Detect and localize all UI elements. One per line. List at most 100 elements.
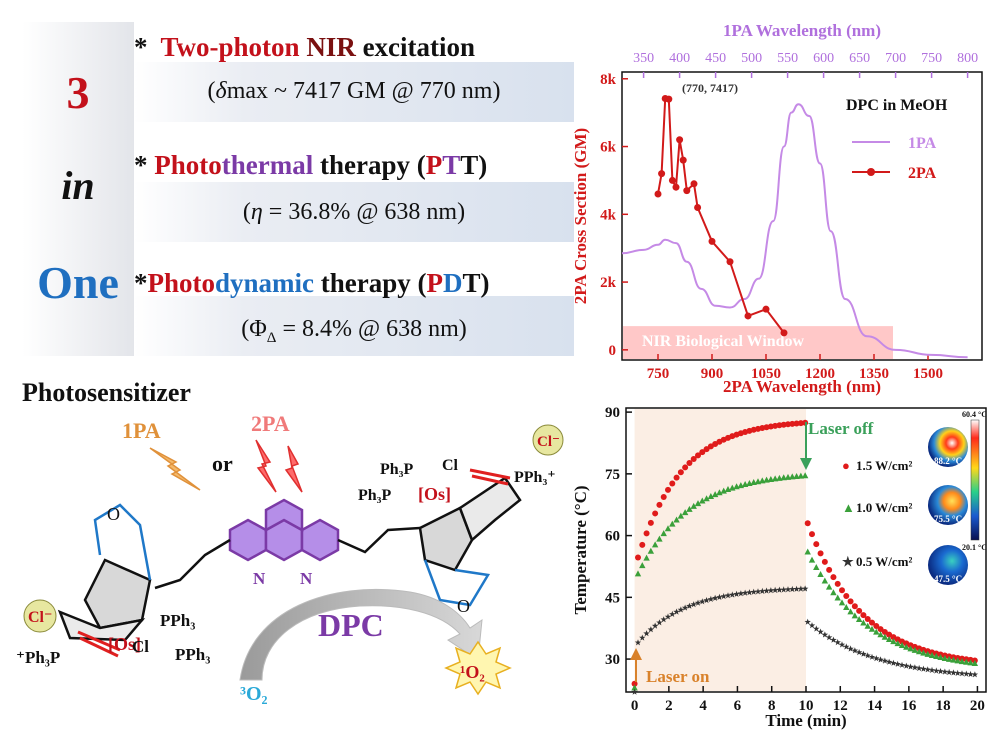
series-2pa-points bbox=[654, 95, 788, 337]
y-axis-label: Temperature (°C) bbox=[571, 485, 590, 614]
data-point-15 bbox=[665, 486, 671, 493]
data-point-10 bbox=[885, 636, 893, 643]
legend-title: DPC in MeOH bbox=[846, 97, 948, 114]
data-point-10 bbox=[817, 571, 824, 578]
data-point-10 bbox=[915, 648, 923, 655]
feature-2-p: P bbox=[425, 150, 443, 180]
data-point-05 bbox=[801, 585, 809, 592]
detail-sub: Δ bbox=[266, 329, 277, 346]
x-axis-label: 2PA Wavelength (nm) bbox=[723, 377, 881, 396]
data-point-10 bbox=[651, 541, 659, 548]
data-point-05 bbox=[928, 666, 936, 673]
x-tick-label: 900 bbox=[701, 366, 724, 382]
detail-symbol: δ bbox=[215, 78, 227, 104]
y-tick-label: 8k bbox=[600, 72, 617, 88]
x-tick-label: 1350 bbox=[859, 366, 889, 382]
top-tick-label: 700 bbox=[885, 51, 906, 66]
data-point-10 bbox=[780, 474, 787, 481]
data-point-05 bbox=[958, 670, 966, 677]
data-point-05 bbox=[690, 601, 697, 608]
data-point-05 bbox=[763, 587, 770, 594]
nitrogen-1: N bbox=[253, 569, 266, 588]
x-tick-label: 18 bbox=[936, 698, 951, 714]
data-point-10 bbox=[834, 594, 841, 601]
data-point-10 bbox=[784, 473, 792, 480]
top-tick-label: 500 bbox=[741, 51, 762, 66]
data-point-10 bbox=[894, 640, 901, 647]
label-or: or bbox=[212, 451, 233, 476]
x-tick-label: 10 bbox=[799, 698, 814, 714]
data-point-05 bbox=[733, 590, 740, 597]
data-point-05 bbox=[950, 669, 957, 676]
data-point-15 bbox=[631, 680, 638, 687]
data-point-2pa bbox=[672, 183, 680, 191]
data-point-15 bbox=[793, 420, 800, 427]
data-point-05 bbox=[673, 608, 680, 615]
thermal-image-1p0 bbox=[928, 485, 968, 525]
y-tick-label: 4k bbox=[600, 207, 617, 223]
chloride-badge-left bbox=[23, 599, 57, 633]
data-point-15 bbox=[677, 469, 684, 476]
os-left: [Os] bbox=[108, 634, 141, 654]
photosensitizer-heading: Photosensitizer bbox=[22, 378, 191, 407]
data-point-05 bbox=[873, 655, 880, 662]
data-point-15 bbox=[851, 603, 858, 610]
data-point-10 bbox=[720, 487, 727, 494]
data-point-15 bbox=[877, 626, 884, 633]
top-tick-label: 750 bbox=[921, 51, 942, 66]
x-axis-label: Time (min) bbox=[765, 711, 846, 730]
data-point-05 bbox=[716, 593, 723, 600]
laser-on-shade bbox=[634, 409, 806, 691]
top-tick-label: 600 bbox=[813, 51, 834, 66]
data-point-10 bbox=[881, 633, 889, 640]
data-point-2pa bbox=[762, 305, 770, 313]
feature-1-panel bbox=[134, 62, 574, 122]
data-point-05 bbox=[797, 585, 805, 592]
data-point-05 bbox=[967, 670, 974, 677]
legend-label-1p0: 1.0 W/cm² bbox=[856, 500, 912, 515]
data-point-2pa bbox=[690, 180, 698, 188]
data-point-10 bbox=[694, 500, 702, 507]
data-point-10 bbox=[690, 502, 697, 509]
x-tick-label: 4 bbox=[699, 698, 707, 714]
data-point-15 bbox=[813, 541, 820, 548]
data-point-10 bbox=[937, 654, 944, 661]
detail-symbol: η bbox=[250, 199, 263, 225]
x-tick-label: 6 bbox=[734, 698, 742, 714]
data-point-15 bbox=[656, 501, 663, 508]
data-point-10 bbox=[660, 530, 667, 537]
x-tick-label: 0 bbox=[631, 698, 639, 714]
data-point-05 bbox=[789, 585, 796, 592]
bullet: * bbox=[134, 32, 148, 62]
data-point-15 bbox=[873, 623, 880, 630]
data-point-15 bbox=[703, 446, 710, 453]
feature-2-t: T bbox=[442, 150, 461, 180]
series-1pa-line bbox=[621, 103, 968, 359]
data-point-15 bbox=[821, 558, 828, 565]
data-point-10 bbox=[830, 589, 837, 596]
data-point-10 bbox=[797, 472, 805, 479]
data-point-10 bbox=[677, 512, 685, 519]
feature-3-detail: (ΦΔ = 8.4% @ 638 nm) bbox=[134, 316, 574, 347]
legend-label-0p5: 0.5 W/cm² bbox=[856, 554, 912, 569]
data-point-10 bbox=[669, 520, 676, 527]
detail-rest: max ~ 7417 GM @ 770 nm) bbox=[226, 78, 501, 104]
feature-2-end: T) bbox=[460, 150, 488, 180]
data-point-10 bbox=[801, 472, 809, 479]
data-point-10 bbox=[860, 619, 867, 626]
data-point-15 bbox=[881, 629, 888, 636]
nir-window-label: NIR Biological Window bbox=[642, 333, 805, 350]
data-point-05 bbox=[937, 668, 944, 675]
label-2pa: 2PA bbox=[251, 411, 290, 436]
legend-2pa-marker bbox=[867, 168, 875, 176]
data-point-15 bbox=[639, 541, 646, 548]
colorbar bbox=[970, 419, 980, 541]
data-point-05 bbox=[686, 602, 693, 609]
top-axis-label: 1PA Wavelength (nm) bbox=[723, 21, 881, 40]
singlet-oxygen-burst-icon bbox=[444, 640, 512, 696]
heating-curves bbox=[631, 419, 979, 695]
feature-2-detail: (η = 36.8% @ 638 nm) bbox=[134, 199, 574, 226]
data-point-05 bbox=[860, 650, 867, 657]
data-point-05 bbox=[703, 597, 710, 604]
data-point-05 bbox=[855, 649, 863, 656]
